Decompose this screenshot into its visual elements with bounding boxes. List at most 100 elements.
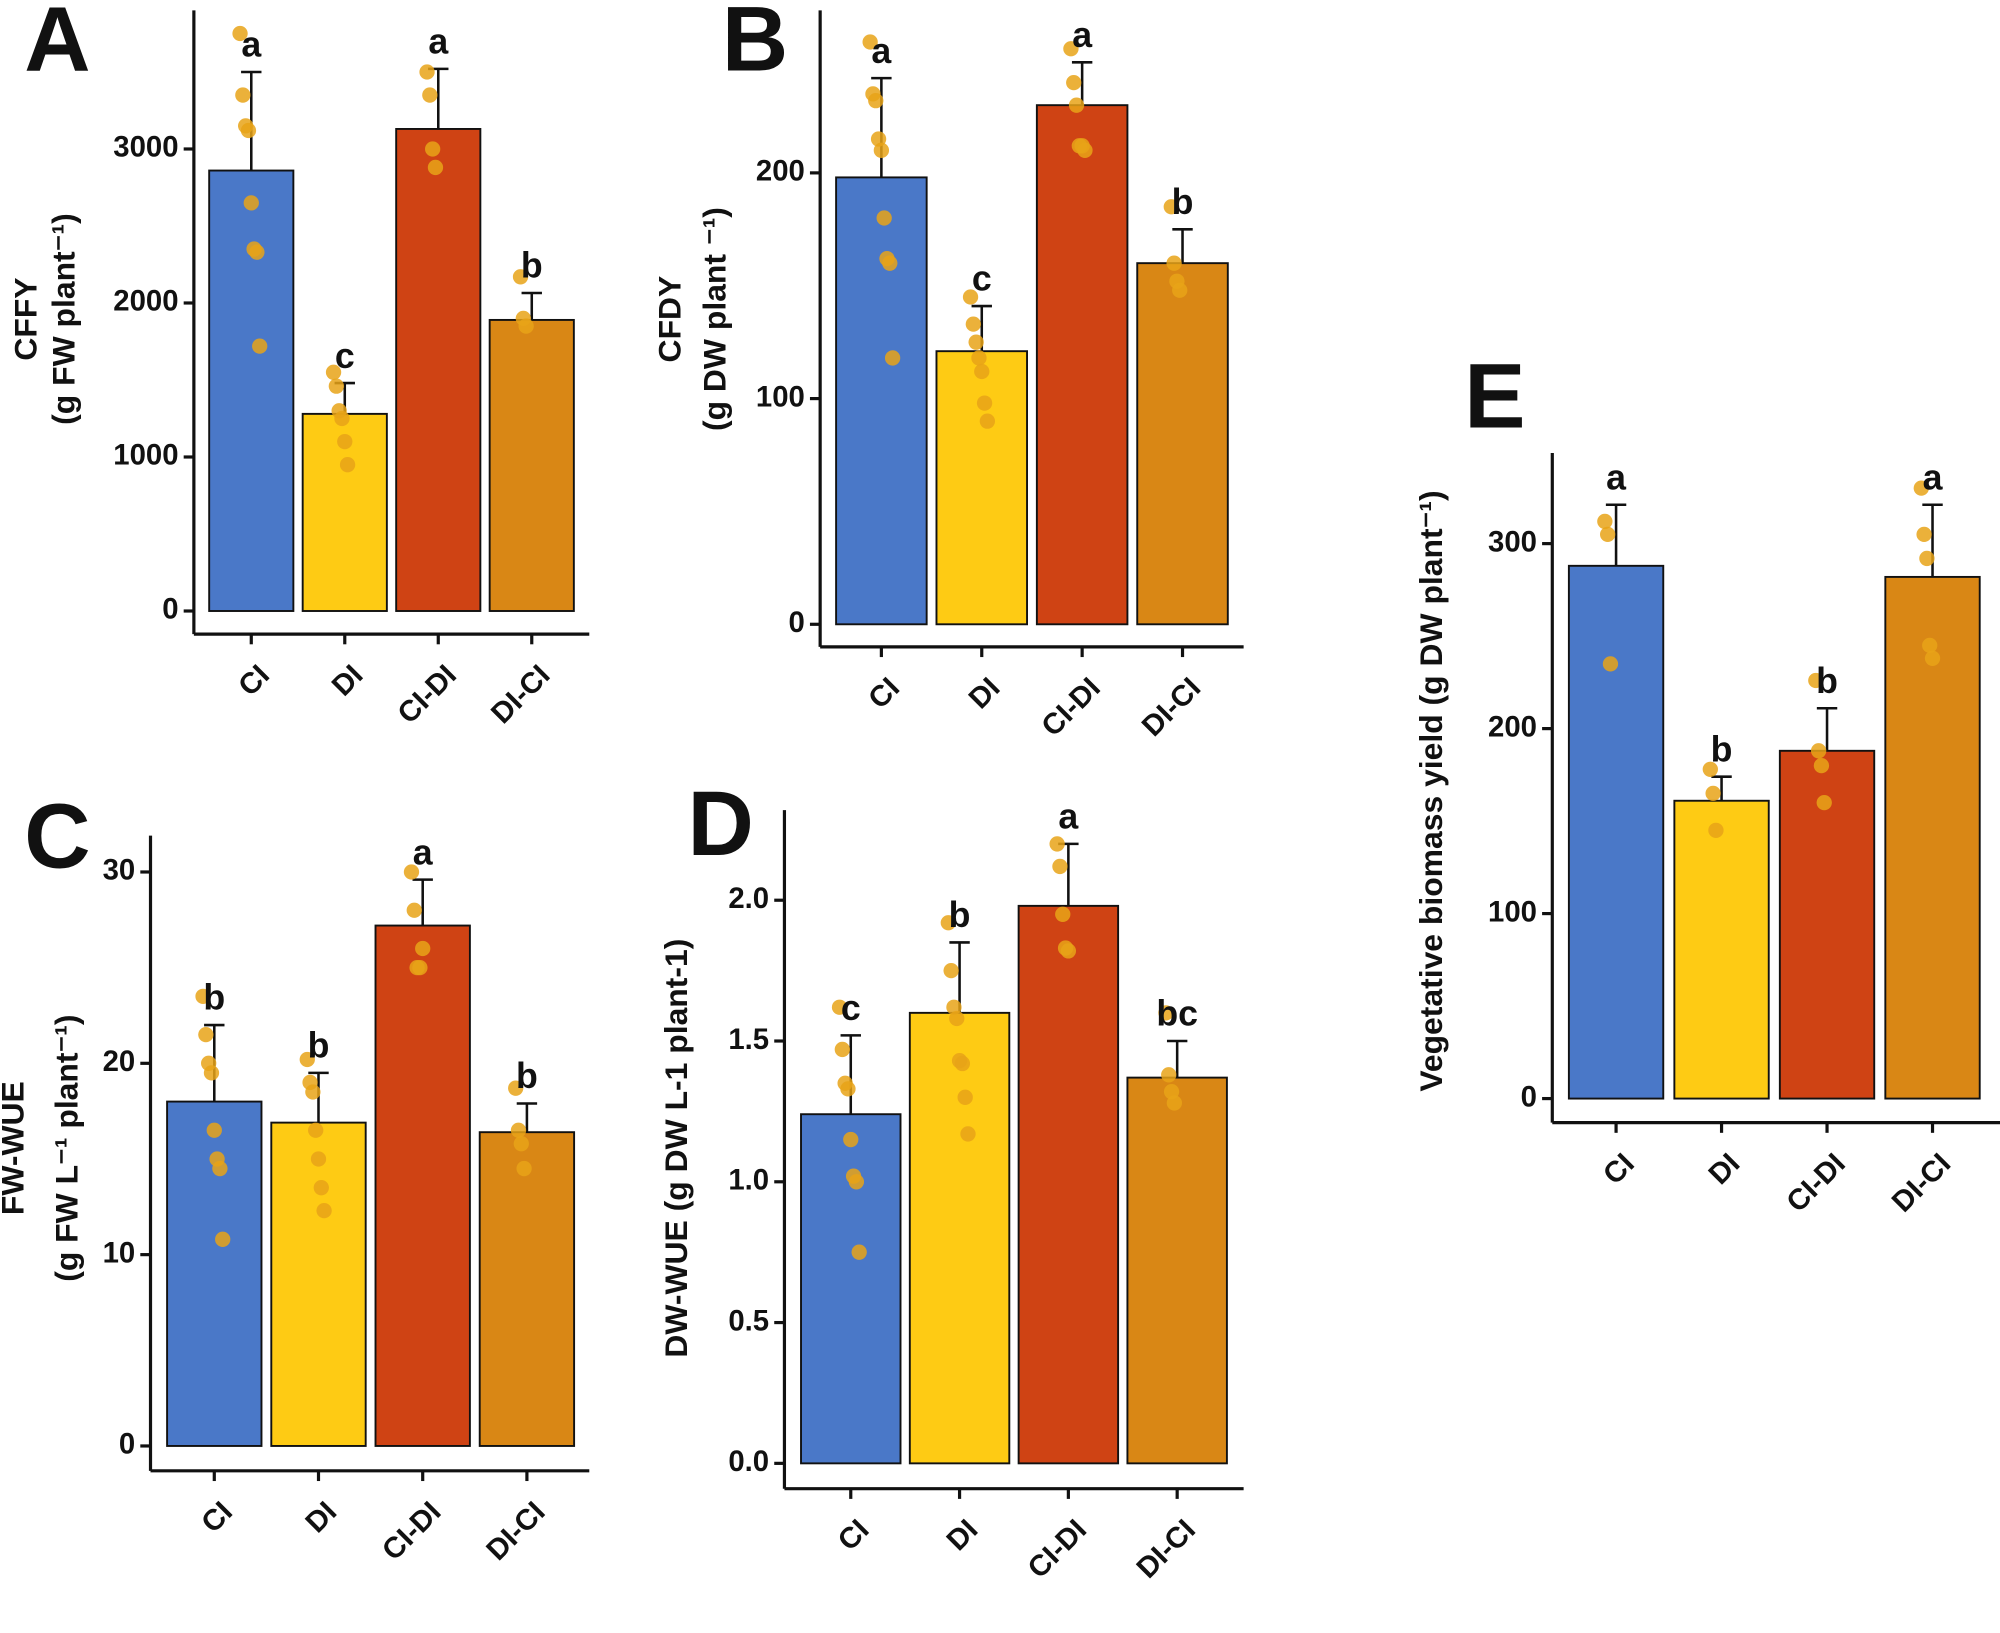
y-axis-label: CFDY: [652, 276, 688, 363]
data-point: [1060, 943, 1077, 959]
data-point: [831, 999, 848, 1015]
significance-letter: bc: [1156, 994, 1198, 1034]
data-point: [1161, 1067, 1177, 1083]
bar: [1126, 1076, 1228, 1465]
data-point: [1702, 761, 1718, 777]
data-point: [843, 1131, 859, 1148]
panel: A CFFY (g FW plant⁻¹) 0 1000 2000 3000 CI a DI c CI…: [7, 0, 590, 730]
data-point: [422, 87, 438, 103]
panel: D DW-WUE (g DW L-1 plant-1) 0.0 0.5 1.0 1.5 2.…: [658, 773, 1244, 1585]
data-point: [518, 318, 534, 334]
significance-letter: a: [428, 22, 449, 62]
bar: [908, 1011, 1011, 1465]
x-tick-label: CI: [862, 671, 906, 715]
data-point: [512, 269, 529, 285]
x-tick-label: DI-CI: [485, 658, 557, 730]
y-axis-label: CFFY: [7, 277, 43, 360]
data-point: [873, 142, 890, 158]
data-point: [232, 25, 248, 42]
data-point: [206, 1122, 222, 1138]
y-tick-label: 0: [1521, 1080, 1537, 1113]
y-tick-label: 3000: [113, 131, 178, 164]
data-point: [328, 378, 345, 394]
data-point: [1810, 743, 1827, 759]
data-point: [313, 1180, 329, 1196]
data-point: [876, 210, 892, 226]
data-point: [1708, 822, 1724, 839]
data-point: [249, 244, 265, 260]
data-point: [1597, 513, 1613, 530]
data-point: [1049, 836, 1065, 852]
bar: [488, 318, 575, 612]
panel: C FW-WUE (g FW L⁻¹ plant⁻¹) 0 10 20 30 CI b DI b CI…: [0, 786, 590, 1567]
bar: [208, 169, 295, 612]
data-point: [198, 1026, 214, 1043]
data-point: [940, 915, 956, 931]
data-point: [510, 1122, 527, 1138]
y-tick-label: 20: [103, 1045, 136, 1078]
data-point: [949, 1010, 965, 1027]
significance-letter: b: [949, 895, 971, 935]
x-tick-label: DI-CI: [1886, 1147, 1958, 1219]
data-point: [1063, 41, 1079, 57]
data-point: [419, 64, 435, 80]
data-point: [1166, 255, 1182, 271]
data-point: [1166, 1095, 1183, 1111]
data-point: [299, 1051, 315, 1068]
x-tick-label: CI: [831, 1513, 875, 1557]
data-point: [971, 350, 987, 366]
data-point: [1600, 526, 1616, 543]
data-point: [1919, 550, 1935, 567]
bar: [270, 1121, 367, 1447]
data-point: [962, 289, 979, 305]
data-point: [508, 1080, 524, 1096]
data-point: [316, 1202, 332, 1219]
data-point: [212, 1160, 228, 1177]
x-tick-label: DI-CI: [1130, 1513, 1202, 1585]
significance-letter: b: [521, 246, 543, 286]
data-point: [427, 159, 444, 176]
significance-letter: a: [1606, 457, 1627, 497]
panel-label: E: [1464, 345, 1525, 447]
y-tick-label: 100: [1488, 895, 1537, 928]
y-tick-label: 1.5: [728, 1023, 769, 1056]
data-point: [337, 433, 353, 450]
data-point: [968, 334, 984, 350]
y-tick-label: 2000: [113, 285, 178, 318]
significance-letter: a: [241, 25, 262, 65]
bar: [935, 350, 1028, 626]
y-tick-label: 0.5: [728, 1304, 769, 1337]
data-point: [957, 1089, 973, 1105]
x-tick-label: DI: [325, 658, 369, 702]
data-point: [965, 316, 981, 332]
data-point: [513, 1136, 529, 1152]
data-point: [1077, 142, 1093, 158]
data-point: [1055, 906, 1071, 922]
significance-letter: b: [1172, 182, 1194, 222]
bar: [835, 176, 928, 626]
data-point: [310, 1151, 327, 1167]
data-point: [415, 940, 431, 957]
y-axis-label: (g DW plant ⁻¹): [696, 207, 732, 431]
data-point: [412, 959, 428, 976]
y-axis-label: (g FW plant⁻¹): [46, 213, 82, 425]
data-point: [882, 255, 898, 271]
data-point: [1052, 858, 1068, 875]
panel: E Vegetative biomass yield (g DW plant⁻¹)…: [1413, 345, 2000, 1219]
x-tick-label: CI: [1597, 1147, 1641, 1191]
data-point: [334, 410, 350, 427]
data-point: [848, 1174, 865, 1190]
data-point: [884, 350, 901, 366]
x-tick-label: DI-CI: [480, 1495, 552, 1567]
x-tick-label: DI: [1702, 1147, 1746, 1191]
bar: [1567, 564, 1665, 1100]
panel: B CFDY (g DW plant ⁻¹) 0 100 200 CI a DI c CI-DI a D…: [652, 0, 1244, 743]
data-point: [252, 338, 268, 354]
panel-label: B: [722, 0, 788, 90]
x-tick-label: CI-DI: [1780, 1147, 1852, 1219]
bar: [800, 1113, 902, 1465]
y-tick-label: 30: [103, 854, 136, 887]
x-tick-label: CI-DI: [376, 1495, 448, 1567]
data-point: [1163, 199, 1179, 215]
data-point: [1913, 480, 1929, 496]
